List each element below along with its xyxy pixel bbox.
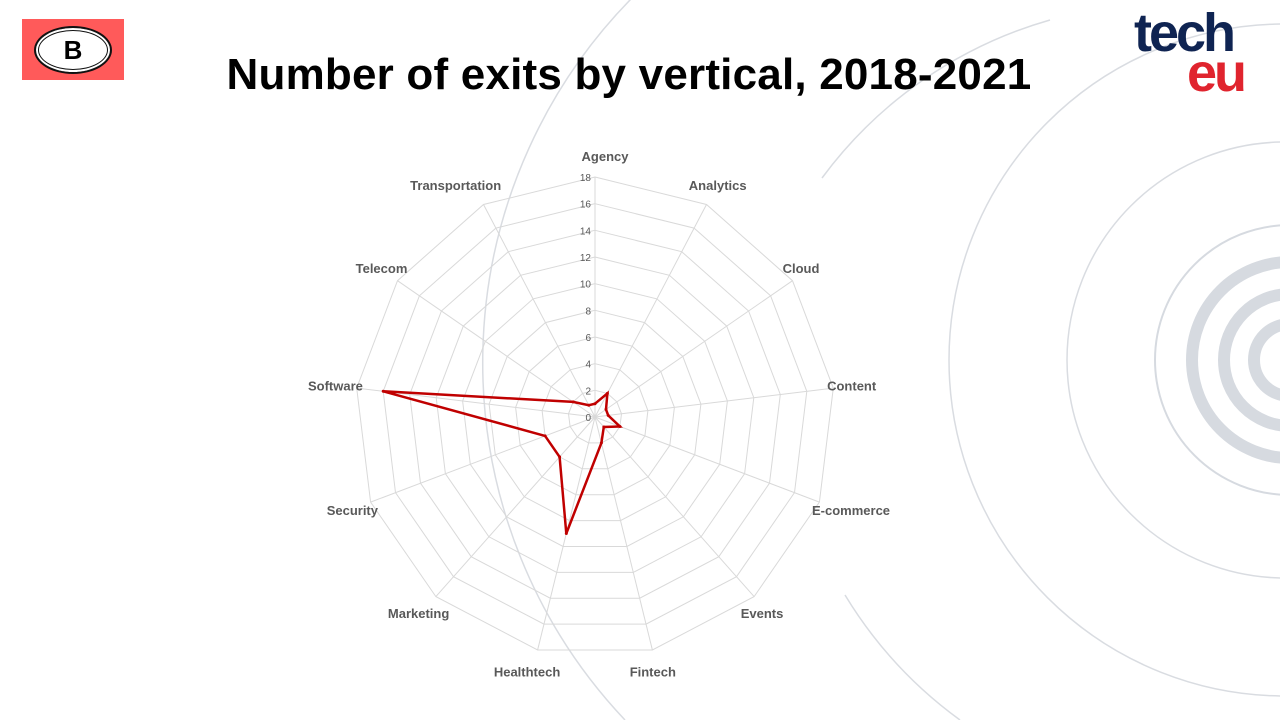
tick-label-4: 4 — [585, 360, 591, 371]
grid-spoke-content — [594, 387, 834, 418]
grid-ring-4 — [541, 363, 649, 470]
data-point-transportation — [587, 403, 591, 407]
country-badge: B — [22, 19, 124, 80]
data-point-security — [543, 434, 547, 438]
tick-label-18: 18 — [580, 173, 592, 184]
data-point-fintech — [599, 441, 603, 445]
axis-label-cloud: Cloud — [783, 261, 820, 276]
grid-ring-2 — [567, 389, 623, 444]
axis-label-analytics: Analytics — [689, 178, 747, 193]
series-line-0 — [382, 390, 623, 534]
deco-ring-1 — [1154, 224, 1280, 496]
grid-ring-8 — [488, 309, 702, 522]
grid-spoke-fintech — [594, 416, 653, 651]
grid-spoke-security — [370, 416, 596, 503]
axis-label-marketing: Marketing — [388, 606, 449, 621]
axis-label-content: Content — [827, 378, 877, 393]
data-point-marketing — [558, 455, 562, 459]
grid-spoke-e-commerce — [594, 416, 820, 503]
tick-label-2: 2 — [585, 386, 591, 397]
grid-spoke-transportation — [483, 204, 596, 418]
grid-ring-18 — [356, 176, 834, 651]
country-badge-letter: B — [34, 26, 112, 74]
grid-ring-6 — [515, 336, 675, 496]
radar-axis-labels: Agency Analytics Cloud Content E-commerce Eve… — [308, 149, 890, 679]
deco-circle-middle — [1066, 141, 1280, 579]
axis-label-e-commerce: E-commerce — [812, 503, 890, 518]
axis-label-healthtech: Healthtech — [494, 664, 561, 679]
grid-spoke-telecom — [397, 280, 596, 418]
grid-ring-10 — [462, 283, 728, 547]
axis-label-telecom: Telecom — [356, 261, 408, 276]
grid-spoke-events — [594, 416, 755, 597]
axis-label-transportation: Transportation — [410, 178, 501, 193]
data-point-healthtech — [564, 532, 568, 535]
grid-ring-14 — [409, 229, 781, 599]
deco-ring-2 — [1186, 256, 1280, 464]
axis-label-events: Events — [741, 606, 784, 621]
deco-arc-left — [481, 0, 632, 720]
radar-grid — [356, 176, 834, 651]
axis-label-agency: Agency — [582, 149, 630, 164]
radar-series — [381, 389, 623, 535]
deco-ring-4 — [1248, 319, 1280, 401]
data-point-e-commerce — [618, 425, 622, 428]
tick-label-8: 8 — [585, 306, 591, 317]
grid-spoke-cloud — [594, 280, 793, 418]
data-point-agency — [593, 402, 597, 406]
tick-label-14: 14 — [580, 226, 592, 237]
grid-spoke-analytics — [594, 204, 707, 418]
grid-ring-16 — [382, 203, 808, 625]
grid-ring-12 — [435, 256, 755, 573]
axis-label-security: Security — [327, 503, 379, 518]
deco-arc-top — [821, 19, 1051, 179]
data-point-content — [606, 413, 610, 417]
data-point-analytics — [605, 391, 609, 395]
tick-label-10: 10 — [580, 280, 592, 291]
data-point-telecom — [571, 400, 575, 404]
axis-label-fintech: Fintech — [630, 664, 676, 679]
chart-title: Number of exits by vertical, 2018-2021 — [226, 50, 1032, 99]
logo-tech-text: tech — [1134, 3, 1236, 63]
tick-label-0: 0 — [585, 413, 591, 424]
deco-arc-bottom — [844, 594, 961, 720]
radar-tick-labels: 0 2 4 6 8 10 12 14 16 18 — [580, 173, 592, 424]
tech-eu-logo: tech eu — [1134, 3, 1260, 104]
axis-label-software: Software — [308, 378, 363, 393]
tick-label-12: 12 — [580, 253, 592, 264]
deco-circle-outer — [948, 23, 1280, 697]
grid-spoke-marketing — [435, 416, 596, 597]
deco-ring-3 — [1218, 288, 1280, 432]
tick-label-6: 6 — [585, 333, 591, 344]
data-point-software — [381, 389, 385, 393]
logo-eu-text: eu — [1187, 43, 1247, 103]
data-point-cloud — [604, 407, 608, 411]
data-point-events — [602, 425, 606, 429]
tick-label-16: 16 — [580, 200, 592, 211]
